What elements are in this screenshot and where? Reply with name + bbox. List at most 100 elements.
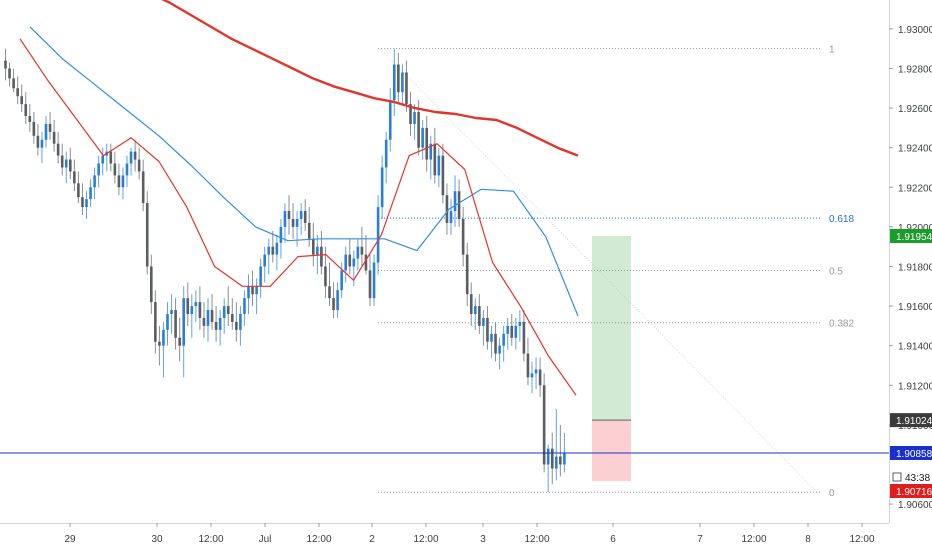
candle-body (226, 306, 230, 314)
price-tick-label: 1.93000 (898, 25, 932, 36)
candle-body (113, 163, 117, 176)
candle-body (364, 254, 368, 271)
candle-body (405, 72, 408, 105)
candle-body (445, 195, 449, 223)
candle-body (198, 302, 202, 318)
price-label-entry-bg (890, 413, 932, 428)
candle-body (239, 314, 242, 330)
candle-body (162, 329, 165, 346)
moving-average-line (161, 0, 579, 157)
candle-body (388, 100, 392, 140)
candle-body (461, 218, 465, 255)
price-label-target-bg (890, 228, 932, 243)
fibonacci-retracement[interactable]: 1 0.618 0.5 0.382 0 (378, 45, 854, 500)
candle-body (546, 448, 550, 465)
candle-body (97, 163, 100, 176)
candle-body (340, 270, 343, 291)
candle-body (336, 290, 339, 311)
candle-body (518, 321, 522, 326)
candle-body (372, 262, 376, 299)
candle-body (4, 60, 7, 69)
position-profit-zone[interactable] (592, 235, 631, 421)
time-tick-label: 7 (697, 534, 703, 545)
price-axis-panel[interactable] (889, 0, 932, 550)
candle-body (89, 187, 92, 200)
candle-body (85, 199, 88, 208)
candle-body (413, 112, 416, 124)
candle-body (417, 112, 420, 148)
candle-body (145, 203, 149, 267)
moving-average-line (29, 26, 579, 317)
candle-body (206, 310, 210, 326)
candle-body (457, 191, 461, 219)
price-label-current: 1.90858 (896, 449, 932, 460)
candle-body (222, 306, 226, 318)
candle-body (474, 306, 477, 314)
candle-body (20, 96, 23, 105)
candle-body (494, 333, 497, 354)
candle-body (93, 175, 96, 188)
candle-body (469, 294, 473, 314)
price-label-stop: 1.90716 (896, 487, 932, 498)
candle-body (563, 452, 566, 465)
candle-body (279, 226, 283, 243)
time-tick-label: 6 (610, 534, 616, 545)
candle-body (287, 211, 291, 219)
candle-body (344, 254, 347, 271)
candle-body (291, 218, 295, 227)
candle-body (429, 143, 433, 160)
candle-body (243, 298, 246, 314)
position-loss-zone[interactable] (592, 420, 631, 482)
candle-body (32, 121, 36, 136)
candle-body (24, 104, 28, 116)
time-tick-label: 2 (369, 534, 375, 545)
candle-body (202, 317, 206, 326)
candle-body (247, 286, 250, 299)
candle-body (259, 266, 262, 287)
price-tick-label: 1.92400 (898, 144, 932, 155)
candle-body (486, 317, 489, 342)
candle-body (77, 183, 80, 198)
fib-level-label: 0.618 (829, 214, 854, 225)
candle-body (263, 254, 266, 267)
candle-body (271, 246, 275, 255)
candle-body (538, 369, 542, 386)
candle-body (170, 310, 173, 314)
candle-body (125, 163, 129, 176)
candle-body (73, 171, 76, 184)
candle-body (81, 197, 84, 208)
candle-body (380, 167, 384, 208)
candle-body (360, 246, 364, 255)
candle-body (64, 159, 68, 168)
time-axis-panel[interactable] (0, 523, 889, 550)
price-label-entry: 1.91024 (896, 416, 932, 427)
countdown-icon (892, 472, 902, 482)
candle-body (449, 211, 453, 223)
price-label-countdown: 43:38 (905, 473, 930, 484)
candle-body (490, 333, 493, 342)
candle-body (101, 155, 104, 164)
candle-body (141, 171, 145, 204)
candle-body (44, 123, 48, 140)
candle-body (16, 88, 19, 97)
candle-body (498, 345, 501, 354)
candle-body (307, 222, 311, 239)
time-tick-label: 12:00 (306, 534, 331, 545)
candle-body (235, 321, 238, 330)
candle-body (316, 246, 319, 255)
price-tick-label: 1.91800 (898, 262, 932, 273)
candle-body (56, 143, 60, 156)
candle-body (324, 266, 327, 287)
long-position-tool[interactable] (592, 235, 631, 482)
candle-body (60, 155, 64, 168)
fib-level-label: 1 (829, 45, 835, 56)
candle-body (482, 317, 485, 326)
candle-body (267, 246, 271, 255)
candle-body (514, 325, 518, 338)
candle-body (133, 151, 137, 160)
candle-body (8, 68, 11, 79)
candle-body (137, 159, 141, 172)
candle-body (299, 211, 303, 219)
